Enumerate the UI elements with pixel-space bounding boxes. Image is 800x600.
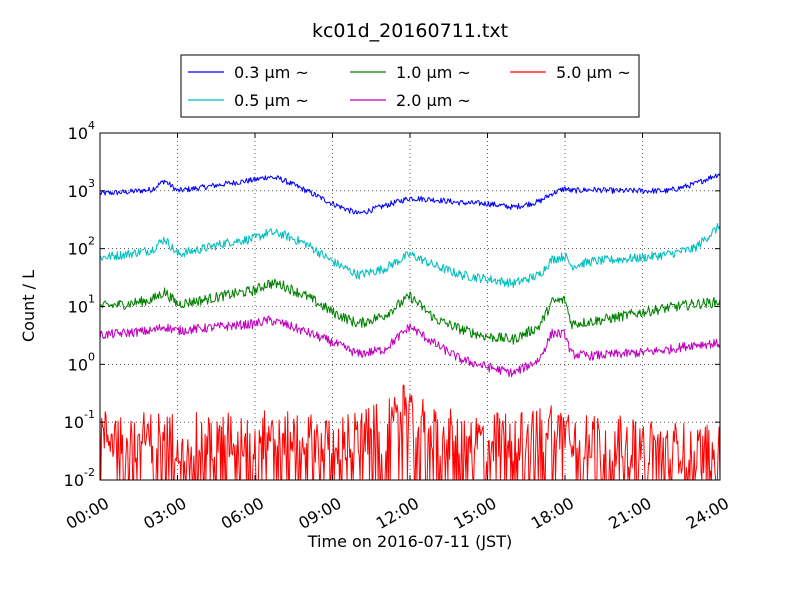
legend-item: 2.0 μm ~ — [350, 91, 471, 110]
y-tick-exponent: 1 — [88, 293, 95, 306]
legend-label: 0.3 μm ~ — [234, 63, 309, 82]
legend-frame — [180, 54, 640, 118]
y-tick-base: 10 — [68, 298, 88, 317]
series-line-2 — [99, 223, 721, 288]
y-tick-label: 10 -2 — [64, 466, 95, 490]
y-tick-base: 10 — [68, 124, 88, 143]
chart-title: kc01d_20160711.txt — [312, 20, 508, 42]
y-tick-exponent: 2 — [88, 235, 95, 248]
legend-label: 2.0 μm ~ — [396, 91, 471, 110]
legend-label: 1.0 μm ~ — [396, 63, 471, 82]
y-tick-label: 10 2 — [68, 235, 95, 259]
y-axis-label: Count / L — [19, 270, 38, 342]
y-tick-base: 10 — [68, 355, 88, 374]
y-tick-exponent: 4 — [88, 119, 95, 132]
y-tick-base: 10 — [64, 471, 84, 490]
y-tick-base: 10 — [68, 182, 88, 201]
y-tick-label: 10 -1 — [64, 408, 95, 432]
y-tick-label: 10 0 — [68, 350, 95, 374]
series-line-4 — [99, 315, 721, 378]
legend-item: 1.0 μm ~ — [350, 63, 471, 82]
y-tick-label: 10 1 — [68, 293, 95, 317]
y-tick-exponent: -1 — [84, 408, 95, 421]
legend-item: 5.0 μm ~ — [510, 63, 631, 82]
y-tick-label: 10 4 — [68, 119, 95, 143]
legend — [180, 54, 640, 118]
y-tick-exponent: 0 — [88, 350, 95, 363]
legend-label: 0.5 μm ~ — [234, 91, 309, 110]
y-tick-label: 10 3 — [68, 177, 95, 201]
series-line-1 — [99, 173, 721, 215]
legend-label: 5.0 μm ~ — [556, 63, 631, 82]
y-tick-base: 10 — [68, 240, 88, 259]
legend-item: 0.5 μm ~ — [188, 91, 309, 110]
y-tick-base: 10 — [64, 413, 84, 432]
y-tick-exponent: -2 — [84, 466, 95, 479]
x-axis-label: Time on 2016-07-11 (JST) — [307, 532, 512, 551]
legend-item: 0.3 μm ~ — [188, 63, 309, 82]
series-line-3 — [99, 278, 721, 345]
y-tick-exponent: 3 — [88, 177, 95, 190]
